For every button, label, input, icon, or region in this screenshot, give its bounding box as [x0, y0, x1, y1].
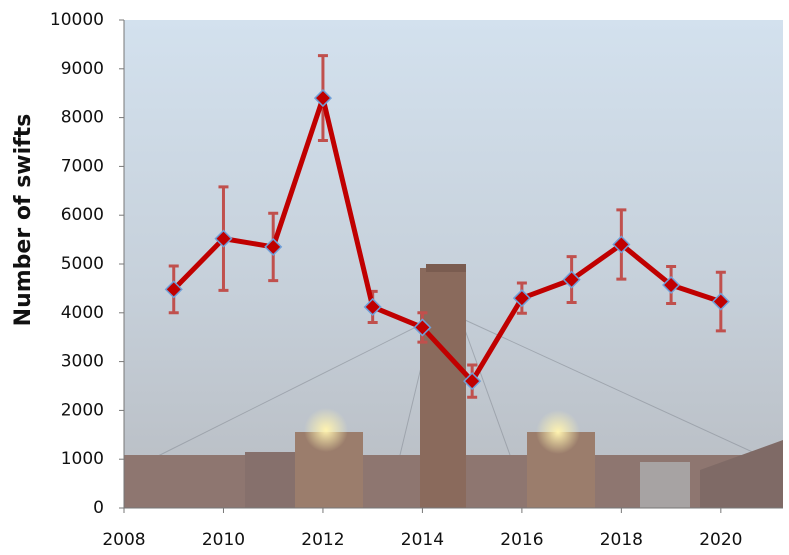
- chart: Number of swifts 0 1000 2000 3000 4000 5000 60…: [0, 0, 789, 555]
- x-tick-label: 2016: [500, 530, 543, 550]
- x-tick-label: 2008: [102, 530, 145, 550]
- y-tick-label: 0: [93, 498, 104, 518]
- y-tick-label: 2000: [61, 400, 104, 420]
- x-tick-label: 2010: [202, 530, 245, 550]
- y-axis-label: Number of swifts: [11, 114, 36, 327]
- y-tick-label: 3000: [61, 352, 104, 372]
- x-tick-label: 2012: [301, 530, 344, 550]
- x-tick-label: 2020: [699, 530, 742, 550]
- y-tick-label: 4000: [61, 303, 104, 323]
- y-tick-label: 6000: [61, 205, 104, 225]
- x-tick-label: 2014: [401, 530, 444, 550]
- y-tick-label: 10000: [50, 10, 104, 30]
- y-tick-label: 7000: [61, 156, 104, 176]
- y-tick-label: 9000: [61, 59, 104, 79]
- x-tick-label: 2018: [600, 530, 643, 550]
- y-tick-label: 5000: [61, 254, 104, 274]
- y-tick-label: 1000: [61, 449, 104, 469]
- y-tick-label: 8000: [61, 108, 104, 128]
